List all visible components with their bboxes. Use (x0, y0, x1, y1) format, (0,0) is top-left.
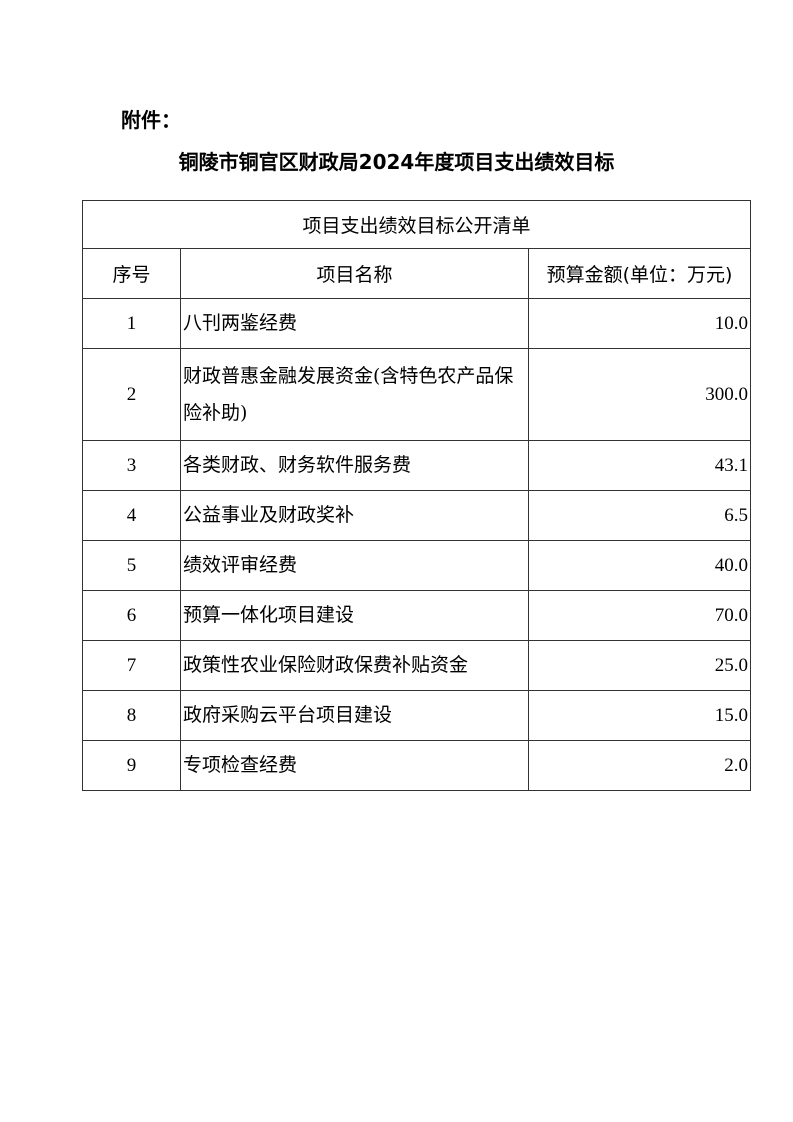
table-row: 5 绩效评审经费 40.0 (82, 540, 751, 591)
header-name: 项目名称 (180, 248, 529, 299)
project-name: 绩效评审经费 (180, 540, 529, 591)
project-name: 八刊两鉴经费 (180, 298, 529, 349)
row-number: 5 (82, 540, 181, 591)
project-name: 各类财政、财务软件服务费 (180, 440, 529, 491)
budget-amount: 25.0 (528, 640, 751, 691)
project-name: 专项检查经费 (180, 740, 529, 791)
project-name: 政府采购云平台项目建设 (180, 690, 529, 741)
budget-amount: 15.0 (528, 690, 751, 741)
row-number: 7 (82, 640, 181, 691)
project-name: 政策性农业保险财政保费补贴资金 (180, 640, 529, 691)
row-number: 1 (82, 298, 181, 349)
project-name: 公益事业及财政奖补 (180, 490, 529, 541)
header-amount: 预算金额(单位：万元) (528, 248, 751, 299)
project-name: 预算一体化项目建设 (180, 590, 529, 641)
attachment-label: 附件： (121, 108, 181, 132)
table-row: 6 预算一体化项目建设 70.0 (82, 590, 751, 641)
budget-amount: 43.1 (528, 440, 751, 491)
row-number: 3 (82, 440, 181, 491)
table-row: 3 各类财政、财务软件服务费 43.1 (82, 440, 751, 491)
performance-targets-table: 项目支出绩效目标公开清单 序号 项目名称 预算金额(单位：万元) 1 八刊两鉴经费… (82, 200, 751, 791)
table-row: 7 政策性农业保险财政保费补贴资金 25.0 (82, 640, 751, 691)
row-number: 4 (82, 490, 181, 541)
table-caption: 项目支出绩效目标公开清单 (82, 200, 751, 249)
table-row: 4 公益事业及财政奖补 6.5 (82, 490, 751, 541)
table-row: 9 专项检查经费 2.0 (82, 740, 751, 791)
row-number: 6 (82, 590, 181, 641)
table-row: 1 八刊两鉴经费 10.0 (82, 298, 751, 349)
row-number: 9 (82, 740, 181, 791)
budget-amount: 40.0 (528, 540, 751, 591)
table-row: 8 政府采购云平台项目建设 15.0 (82, 690, 751, 741)
row-number: 8 (82, 690, 181, 741)
budget-amount: 10.0 (528, 298, 751, 349)
document-title: 铜陵市铜官区财政局2024年度项目支出绩效目标 (178, 150, 615, 174)
row-number: 2 (82, 348, 181, 441)
budget-amount: 300.0 (528, 348, 751, 441)
table-row: 2 财政普惠金融发展资金(含特色农产品保险补助) 300.0 (82, 348, 751, 441)
project-name: 财政普惠金融发展资金(含特色农产品保险补助) (180, 348, 529, 441)
header-no: 序号 (82, 248, 181, 299)
budget-amount: 6.5 (528, 490, 751, 541)
budget-amount: 2.0 (528, 740, 751, 791)
budget-amount: 70.0 (528, 590, 751, 641)
